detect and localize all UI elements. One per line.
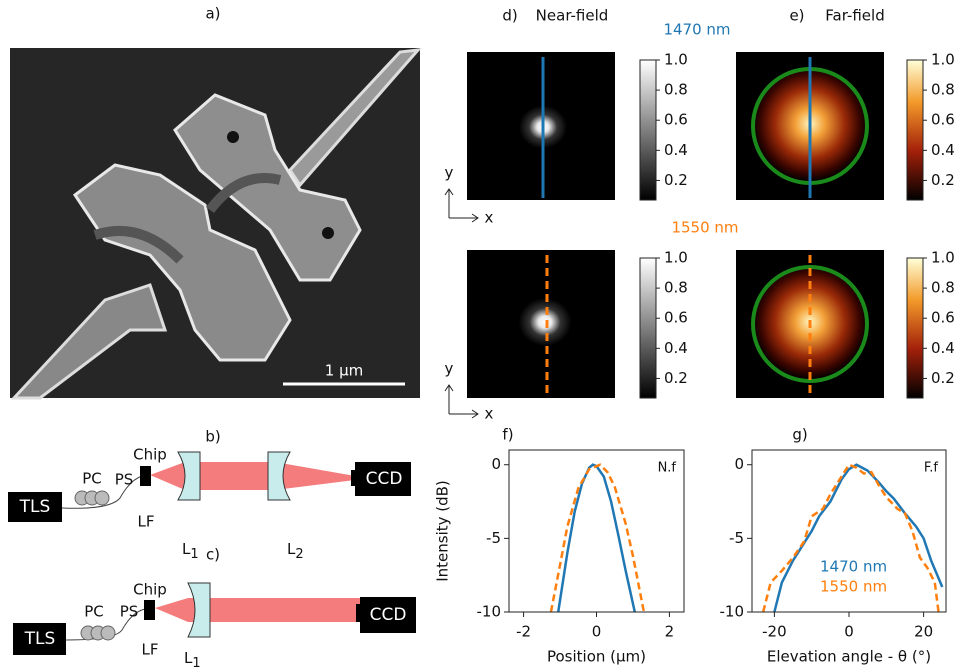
colorbar xyxy=(640,258,656,398)
colorbar-tick-label: 0.2 xyxy=(664,369,688,387)
x-tick-label: -20 xyxy=(762,623,787,641)
colorbar-tick-label: 1.0 xyxy=(664,249,688,267)
colorbar-tick-label: 0.6 xyxy=(931,309,955,327)
colorbar-tick-label: 0.4 xyxy=(664,141,688,159)
panel-label: b) xyxy=(205,428,220,446)
colorbar-tick-label: 1.0 xyxy=(931,249,955,267)
far-field-title: Far-field xyxy=(825,7,884,25)
panel-label: f) xyxy=(502,426,513,444)
fiber-label: LF xyxy=(138,513,155,531)
wavelength-label: 1470 nm xyxy=(663,21,730,39)
far-field-bottom xyxy=(736,250,884,398)
y-axis-label: Intensity (dB) xyxy=(434,480,452,582)
colorbar xyxy=(907,60,923,200)
panel-label: c) xyxy=(206,546,220,564)
colorbar-tick-label: 0.2 xyxy=(931,171,955,189)
panel-label: d) xyxy=(502,7,517,25)
far-field-top xyxy=(736,52,884,200)
colorbar-tick-label: 0.2 xyxy=(664,171,688,189)
setup-b: TLS CCD PC PS Chip LF L1 L2 xyxy=(8,446,411,562)
x-tick-label: 2 xyxy=(665,623,675,641)
colorbar-tick-label: 0.2 xyxy=(931,369,955,387)
scale-bar-label: 1 µm xyxy=(325,362,363,380)
x-tick-label: 20 xyxy=(914,623,933,641)
controller-label: PC xyxy=(82,470,102,488)
colorbar-tick-label: 1.0 xyxy=(664,51,688,69)
y-tick-label: -5 xyxy=(486,529,501,547)
colorbar-tick-label: 0.4 xyxy=(931,141,955,159)
x-tick-label: -2 xyxy=(516,623,531,641)
colorbar-tick-label: 0.8 xyxy=(931,279,955,297)
panel-label: e) xyxy=(789,7,804,25)
camera-label: CCD xyxy=(370,605,407,625)
y-tick-label: -5 xyxy=(729,529,744,547)
wavelength-label: 1550 nm xyxy=(671,219,738,237)
y-tick-label: 0 xyxy=(734,455,744,473)
colorbar-tick-label: 0.8 xyxy=(664,81,688,99)
x-axis-label: Elevation angle - θ (°) xyxy=(767,648,931,666)
lens-index: 1 xyxy=(192,656,200,669)
near-field-bottom xyxy=(467,250,615,398)
axis-arrow-label: y xyxy=(445,360,454,378)
setup-c: TLS CCD PC PS Chip LF L1 xyxy=(13,581,416,669)
colorbar xyxy=(907,258,923,398)
axis-arrow-label: x xyxy=(485,405,494,423)
figure: a) 1 µm b) TLS CCD PC PS Chip LF L1 L2 c… xyxy=(0,0,966,669)
axis-arrow-label: x xyxy=(485,209,494,227)
line-series xyxy=(558,465,635,612)
lens-label: L1 xyxy=(184,649,201,669)
panel-label: g) xyxy=(792,426,807,444)
legend-entry: 1550 nm xyxy=(820,578,887,596)
near-field-title: Near-field xyxy=(536,7,609,25)
annotation: F.f xyxy=(924,461,939,476)
colorbar-tick-label: 1.0 xyxy=(931,51,955,69)
colorbar-tick-label: 0.6 xyxy=(931,111,955,129)
y-tick-label: -10 xyxy=(477,603,502,621)
colorbar-tick-label: 0.8 xyxy=(931,81,955,99)
lens-label: L1 xyxy=(182,540,199,562)
x-tick-label: 0 xyxy=(592,623,602,641)
near-field-top xyxy=(467,52,615,200)
colorbar-tick-label: 0.4 xyxy=(931,339,955,357)
chip-label: Chip xyxy=(133,446,167,464)
sem-image: 1 µm xyxy=(10,48,420,398)
axis-arrow-label: y xyxy=(445,164,454,182)
y-tick-label: -10 xyxy=(720,603,745,621)
splitter-label: PS xyxy=(115,471,134,489)
camera-label: CCD xyxy=(366,469,403,489)
legend-entry: 1470 nm xyxy=(820,558,887,576)
lens-index: 2 xyxy=(295,547,303,562)
x-tick-label: 0 xyxy=(844,623,854,641)
x-axis-label: Position (µm) xyxy=(547,648,646,666)
fiber-label: LF xyxy=(142,641,159,659)
annotation: N.f xyxy=(658,461,677,476)
colorbar-tick-label: 0.6 xyxy=(664,111,688,129)
chip-label: Chip xyxy=(133,581,167,599)
lens-label: L2 xyxy=(287,540,304,562)
source-label: TLS xyxy=(24,629,56,649)
lens-index: 1 xyxy=(190,547,198,562)
colorbar-tick-label: 0.6 xyxy=(664,309,688,327)
colorbar-tick-label: 0.8 xyxy=(664,279,688,297)
panel-label: a) xyxy=(205,5,220,23)
y-tick-label: 0 xyxy=(491,455,501,473)
colorbar xyxy=(640,60,656,200)
splitter-label: PS xyxy=(120,603,139,621)
controller-label: PC xyxy=(84,603,104,621)
colorbar-tick-label: 0.4 xyxy=(664,339,688,357)
source-label: TLS xyxy=(19,497,51,517)
